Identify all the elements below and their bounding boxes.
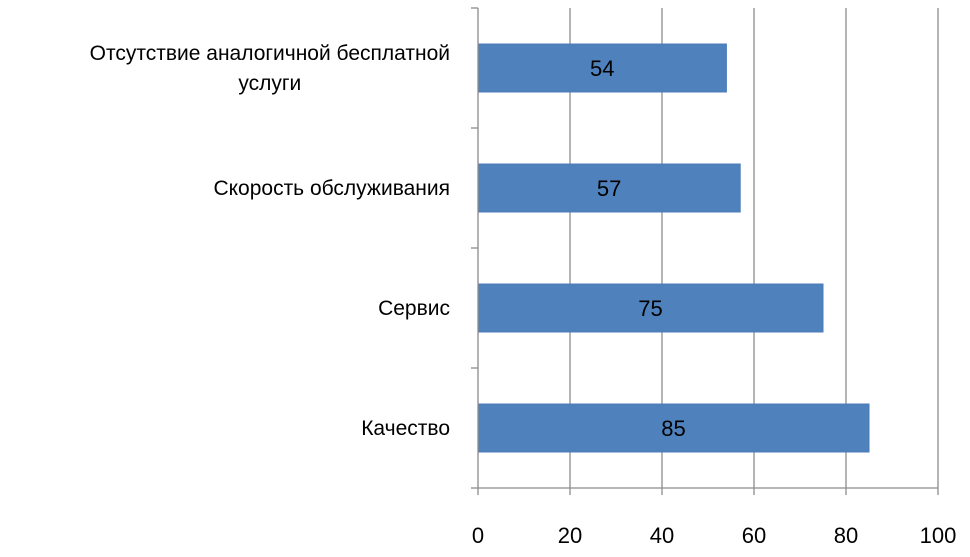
x-tick-label: 0 bbox=[472, 523, 484, 548]
bar bbox=[477, 43, 727, 93]
category-label: Сервис bbox=[378, 297, 450, 320]
data-label: 57 bbox=[597, 176, 621, 201]
x-tick-label: 80 bbox=[834, 523, 858, 548]
x-tick-label: 40 bbox=[650, 523, 674, 548]
x-tick-label: 100 bbox=[920, 523, 957, 548]
category-label: Отсутствие аналогичной бесплатной услуги bbox=[90, 42, 450, 95]
bar bbox=[477, 403, 870, 453]
data-label: 85 bbox=[661, 416, 685, 441]
data-label: 75 bbox=[638, 296, 662, 321]
labels: 54 57 75 85 0 20 40 60 80 100 Отсутствие аналогичн… bbox=[90, 42, 957, 548]
category-label: Скорость обслуживания bbox=[213, 177, 450, 200]
bar bbox=[477, 283, 824, 333]
bars bbox=[477, 43, 870, 453]
x-tick-label: 20 bbox=[558, 523, 582, 548]
axes bbox=[471, 7, 939, 495]
data-label: 54 bbox=[590, 56, 614, 81]
x-tick-label: 60 bbox=[742, 523, 766, 548]
category-label: Качество bbox=[361, 417, 450, 440]
